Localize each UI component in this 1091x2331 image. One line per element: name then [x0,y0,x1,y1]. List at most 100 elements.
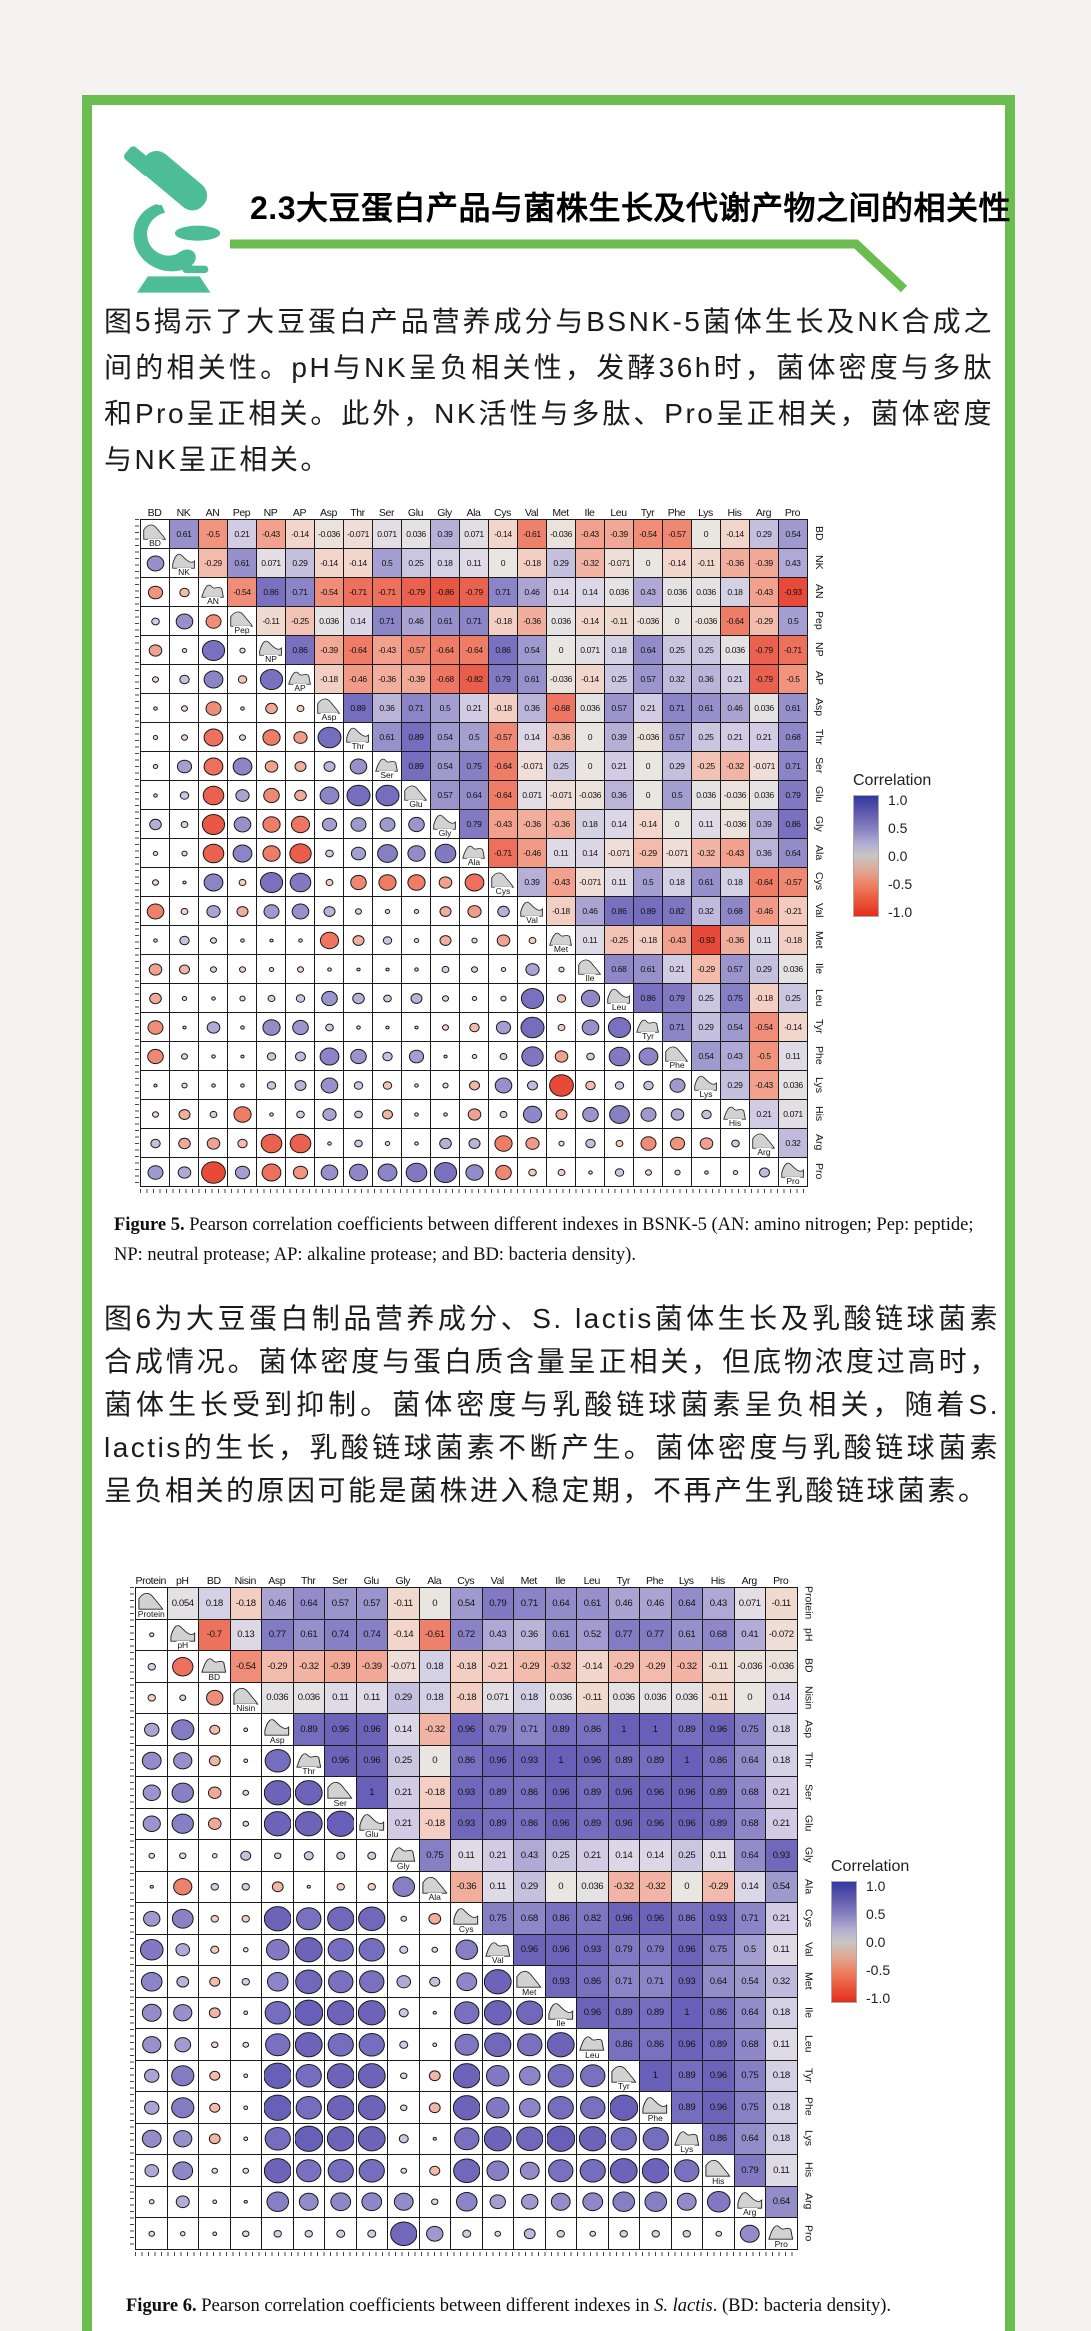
corr-circle-cell [576,1071,605,1100]
density-curve [169,1624,195,1642]
corr-circle [581,1019,599,1035]
corr-circle [527,1168,537,1176]
corr-value-cell: 0.5 [431,694,460,723]
corr-value-cell: 0.96 [325,1745,357,1777]
corr-value-cell: 0.18 [766,1997,798,2029]
corr-circle-cell [293,1871,325,1903]
corr-value-cell: -0.11 [388,1588,420,1620]
corr-value-cell: -0.29 [750,607,779,636]
corr-value-cell: -0.32 [576,549,605,578]
corr-circle-cell [286,868,315,897]
corr-circle-cell [199,1808,231,1840]
density-curve [752,1133,776,1149]
corr-value-cell: 0.18 [663,868,692,897]
corr-circle-cell [136,2092,168,2124]
corr-circle [367,2229,377,2238]
corr-circle [355,1024,361,1030]
corr-value-cell: 1 [545,1745,577,1777]
diagonal-density-cell: BD [141,520,170,549]
corr-circle-cell [518,1100,547,1129]
corr-circle [382,935,392,945]
corr-value-cell: 0.79 [489,665,518,694]
density-curve [484,1941,510,1957]
column-header: pH [175,1575,189,1587]
corr-value-cell: 0.54 [721,1013,750,1042]
corr-circle-cell [388,1966,420,1998]
column-header: NP [263,507,278,519]
corr-circle [640,1106,656,1122]
corr-circle-cell [262,1808,294,1840]
corr-circle [682,2229,691,2238]
corr-circle-cell [460,955,489,984]
corr-value-cell: 0.61 [692,694,721,723]
corr-circle [382,1080,392,1090]
density-curve [462,845,485,859]
corr-circle-cell [373,1071,402,1100]
corr-value-cell: 0.75 [734,1714,766,1746]
corr-value-cell: 0.036 [576,694,605,723]
corr-circle-cell [293,2029,325,2061]
corr-circle [203,757,223,775]
corr-value-cell: 0.89 [608,1745,640,1777]
corr-circle-cell [262,1997,294,2029]
corr-circle [265,1939,290,1961]
diagonal-density-cell: Nisin [230,1682,262,1714]
corr-circle [147,1019,163,1035]
corr-circle [441,1082,449,1088]
corr-value-cell: 0.96 [577,1745,609,1777]
corr-circle [262,787,280,803]
corr-circle [294,760,306,772]
corr-circle-cell [431,1129,460,1158]
corr-circle-cell [373,926,402,955]
corr-circle-cell [576,1013,605,1042]
diagonal-label: Pro [785,1176,801,1187]
corr-circle [442,1111,448,1117]
corr-value-cell: 0.25 [547,752,576,781]
corr-circle-cell [325,1997,357,2029]
corr-circle-cell [170,781,199,810]
density-curve [232,1687,258,1705]
corr-value-cell: -0.25 [692,752,721,781]
corr-circle [149,1884,154,1889]
column-header: Ser [332,1575,348,1587]
corr-value-cell: -0.64 [489,781,518,810]
corr-circle [441,965,449,973]
corr-circle [612,2191,636,2212]
corr-circle [325,878,333,886]
density-curve [694,1075,717,1091]
corr-value-cell: 0.11 [451,1840,483,1872]
corr-value-cell: 0.21 [721,723,750,752]
corr-value-cell: 0.036 [671,1682,703,1714]
corr-value-cell: 0.64 [734,1840,766,1872]
corr-circle [432,2136,437,2141]
figure6-caption-label: Figure 6. [126,2296,197,2316]
corr-value-cell: -0.071 [605,839,634,868]
corr-circle [467,1107,481,1121]
corr-circle-cell [482,2155,514,2187]
corr-circle-cell [257,810,286,839]
corr-circle [152,850,158,856]
corr-circle [171,1782,194,1803]
corr-value-cell: 0.11 [766,1934,798,1966]
corr-circle [429,2165,441,2176]
corr-circle-cell [388,2029,420,2061]
corr-circle-cell [634,1100,663,1129]
corr-circle [413,1025,419,1029]
corr-value-cell: -0.036 [634,607,663,636]
corr-circle [177,1165,191,1179]
corr-value-cell: -0.14 [286,520,315,549]
corr-value-cell: 0.21 [460,694,489,723]
corr-value-cell: 0.52 [577,1619,609,1651]
corr-value-cell: 0.75 [703,1934,735,1966]
corr-circle-cell [315,1129,344,1158]
corr-value-cell: -0.32 [692,839,721,868]
corr-circle [261,1163,281,1181]
corr-value-cell: 1 [671,1745,703,1777]
corr-value-cell: -0.32 [419,1714,451,1746]
corr-circle-cell [199,694,228,723]
corr-value-cell: -0.14 [576,607,605,636]
column-header: Met [520,1575,538,1587]
corr-circle-cell [293,2123,325,2155]
corr-circle [499,995,507,1001]
corr-value-cell: -0.32 [671,1651,703,1683]
